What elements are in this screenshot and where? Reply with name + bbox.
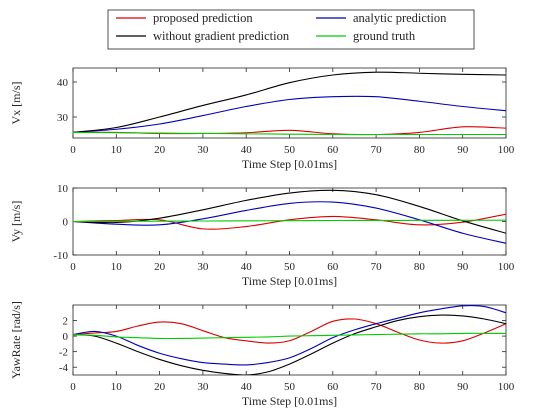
x-axis-label: Time Step [0.01ms] <box>242 274 337 288</box>
y-axis-label: Vy [m/s] <box>9 201 23 243</box>
series-line-without-gradient-prediction <box>73 314 506 375</box>
y-tick-label: 0 <box>63 331 69 343</box>
x-tick-label: 90 <box>457 261 469 273</box>
legend-label: proposed prediction <box>153 11 253 25</box>
x-tick-label: 70 <box>371 261 383 273</box>
legend: proposed prediction analytic prediction wi… <box>107 9 475 50</box>
series-line-ground-truth <box>73 131 506 136</box>
x-tick-label: 80 <box>414 261 426 273</box>
legend-label: analytic prediction <box>353 11 447 25</box>
x-tick-label: 50 <box>284 261 296 273</box>
series-line-analytic-prediction <box>73 95 506 133</box>
x-tick-label: 70 <box>371 381 383 393</box>
legend-entry: analytic prediction <box>316 11 447 25</box>
series-line-analytic-prediction <box>73 201 506 244</box>
series-line-proposed-prediction <box>73 318 506 344</box>
legend-entry: ground truth <box>316 29 416 43</box>
x-tick-label: 10 <box>111 144 123 156</box>
x-tick-label: 40 <box>241 261 253 273</box>
x-tick-label: 0 <box>70 381 76 393</box>
x-tick-label: 40 <box>241 381 253 393</box>
y-tick-label: 40 <box>57 77 69 89</box>
series-group <box>73 305 506 375</box>
legend-label: without gradient prediction <box>153 29 290 43</box>
x-tick-label: 50 <box>284 381 296 393</box>
series-line-without-gradient-prediction <box>73 71 506 133</box>
x-tick-label: 70 <box>371 144 383 156</box>
y-tick-label: -4 <box>59 362 69 374</box>
y-tick-label: 0 <box>63 217 69 229</box>
plot-area <box>72 304 507 376</box>
x-tick-label: 60 <box>327 261 339 273</box>
x-tick-label: 30 <box>197 381 209 393</box>
x-tick-label: 20 <box>154 144 166 156</box>
x-tick-label: 30 <box>197 261 209 273</box>
y-axis-label: YawRate [rad/s] <box>9 301 23 379</box>
legend-label: ground truth <box>353 29 416 43</box>
y-tick-label: 30 <box>57 112 69 124</box>
y-tick-label: -2 <box>59 347 68 359</box>
plot-area <box>72 67 507 139</box>
x-tick-label: 20 <box>154 381 166 393</box>
x-tick-label: 100 <box>498 381 515 393</box>
legend-entry: without gradient prediction <box>116 29 290 43</box>
x-tick-label: 0 <box>70 144 76 156</box>
y-axis-label: Vx [m/s] <box>9 82 23 125</box>
x-tick-label: 90 <box>457 381 469 393</box>
legend-box <box>107 9 475 50</box>
x-tick-label: 10 <box>111 261 123 273</box>
subplot-3: 0 10 20 30 40 50 60 70 80 90 100 -4 -2 0 2 Time Step [0… <box>9 301 515 408</box>
series-line-ground-truth <box>73 332 506 340</box>
x-tick-label: 100 <box>498 144 515 156</box>
series-line-ground-truth <box>73 219 506 223</box>
x-tick-label: 30 <box>197 144 209 156</box>
y-tick-label: 10 <box>57 183 69 195</box>
series-group <box>73 189 506 244</box>
x-tick-label: 100 <box>498 261 515 273</box>
x-tick-label: 80 <box>414 144 426 156</box>
y-tick-label: 2 <box>63 316 69 328</box>
series-group <box>73 71 506 136</box>
x-tick-label: 20 <box>154 261 166 273</box>
x-tick-label: 60 <box>327 381 339 393</box>
legend-entry: proposed prediction <box>116 11 253 25</box>
x-tick-label: 60 <box>327 144 339 156</box>
x-tick-label: 10 <box>111 381 123 393</box>
x-tick-label: 90 <box>457 144 469 156</box>
x-tick-label: 0 <box>70 261 76 273</box>
x-axis-label: Time Step [0.01ms] <box>242 157 337 171</box>
series-line-analytic-prediction <box>73 305 506 366</box>
x-tick-label: 40 <box>241 144 253 156</box>
series-line-without-gradient-prediction <box>73 189 506 234</box>
x-tick-label: 50 <box>284 144 296 156</box>
x-tick-label: 80 <box>414 381 426 393</box>
y-tick-label: -10 <box>53 250 68 262</box>
x-axis-label: Time Step [0.01ms] <box>242 394 337 408</box>
